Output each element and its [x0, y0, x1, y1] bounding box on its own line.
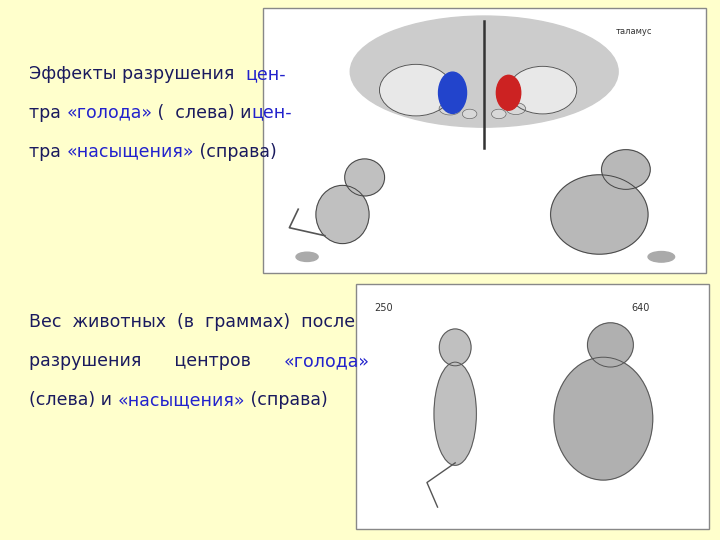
- Ellipse shape: [496, 75, 521, 110]
- Ellipse shape: [508, 66, 577, 114]
- Text: «голода»: «голода»: [284, 352, 369, 370]
- Ellipse shape: [438, 72, 467, 113]
- Text: тра: тра: [29, 104, 66, 122]
- Text: цен-: цен-: [252, 104, 292, 122]
- Text: (слева) и: (слева) и: [29, 391, 117, 409]
- Text: (справа): (справа): [194, 143, 276, 160]
- Ellipse shape: [506, 103, 526, 114]
- Ellipse shape: [462, 109, 477, 119]
- Ellipse shape: [648, 252, 675, 262]
- Text: «насыщения»: «насыщения»: [117, 391, 245, 409]
- Bar: [356, 284, 709, 529]
- Text: таламус: таламус: [616, 26, 652, 36]
- Text: цен-: цен-: [246, 65, 286, 83]
- Ellipse shape: [588, 323, 634, 367]
- Ellipse shape: [439, 102, 461, 115]
- Ellipse shape: [439, 329, 471, 366]
- Ellipse shape: [379, 64, 453, 116]
- Text: тра: тра: [29, 143, 66, 160]
- Ellipse shape: [554, 357, 653, 480]
- Text: Эффекты разрушения: Эффекты разрушения: [29, 65, 246, 83]
- Ellipse shape: [350, 16, 618, 127]
- Ellipse shape: [601, 150, 650, 190]
- Text: (  слева) и: ( слева) и: [152, 104, 252, 122]
- Ellipse shape: [345, 159, 384, 196]
- Ellipse shape: [434, 362, 477, 465]
- Ellipse shape: [316, 185, 369, 244]
- Text: (справа): (справа): [245, 391, 328, 409]
- Text: разрушения      центров: разрушения центров: [29, 352, 284, 370]
- Ellipse shape: [492, 109, 506, 119]
- Text: 250: 250: [374, 303, 392, 313]
- Text: Вес  животных  (в  граммах)  после: Вес животных (в граммах) после: [29, 313, 355, 331]
- Text: 640: 640: [631, 303, 650, 313]
- Ellipse shape: [296, 252, 318, 261]
- Bar: [263, 8, 706, 273]
- Text: «насыщения»: «насыщения»: [66, 143, 194, 160]
- Text: «голода»: «голода»: [66, 104, 152, 122]
- Ellipse shape: [551, 175, 648, 254]
